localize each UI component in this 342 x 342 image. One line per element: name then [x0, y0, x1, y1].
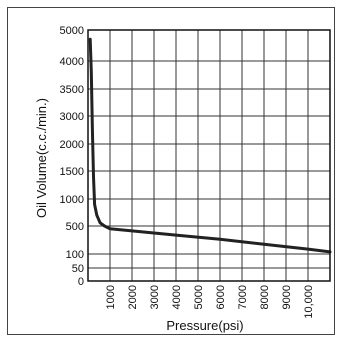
x-tick-label: 7000	[237, 285, 249, 309]
y-tick-label: 2000	[60, 139, 84, 151]
y-tick-label: 0	[78, 276, 84, 288]
tick-labels: 1000 2000 3000 4000 5000 6000 7000 8000 9000 10,0…	[60, 25, 315, 319]
y-tick-label: 100	[66, 249, 84, 261]
y-tick-label: 1500	[60, 166, 84, 178]
y-tick-label: 4000	[60, 56, 84, 68]
x-tick-label: 4000	[171, 285, 183, 309]
y-tick-label: 500	[66, 221, 84, 233]
y-tick-label: 5000	[60, 25, 84, 37]
x-tick-label: 9000	[281, 285, 293, 309]
x-tick-label: 6000	[215, 285, 227, 309]
y-tick-label: 3500	[60, 84, 84, 96]
x-tick-label: 3000	[149, 285, 161, 309]
x-tick-label: 10,000	[303, 285, 315, 319]
x-axis-label: Pressure(psi)	[166, 318, 243, 333]
y-axis-label: Oil Volume(c.c./min.)	[34, 98, 49, 218]
x-tick-label: 8000	[259, 285, 271, 309]
x-tick-label: 1000	[105, 285, 117, 309]
plot-border	[87, 29, 331, 282]
y-tick-label: 50	[72, 263, 84, 275]
series-layer	[88, 37, 332, 254]
series-line	[88, 37, 332, 254]
y-tick-label: 1000	[60, 194, 84, 206]
y-tick-label: 3000	[60, 111, 84, 123]
x-tick-label: 2000	[127, 285, 139, 309]
x-tick-label: 5000	[193, 285, 205, 309]
